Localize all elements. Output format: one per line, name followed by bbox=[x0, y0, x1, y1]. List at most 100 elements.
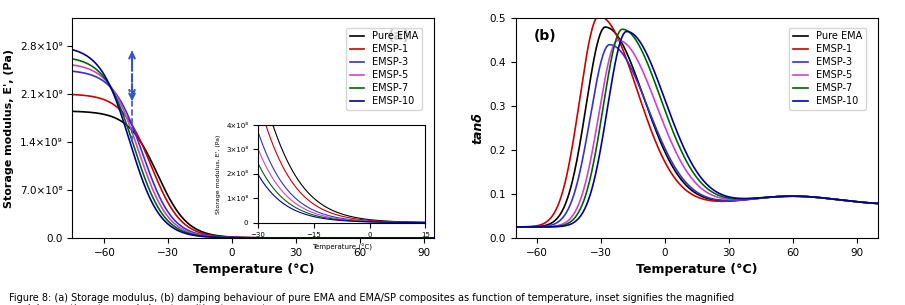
EMSP-10 bbox=[724, 195, 735, 199]
X-axis label: Temperature (°C): Temperature (°C) bbox=[193, 263, 314, 276]
EMSP-10 bbox=[753, 196, 764, 200]
EMSP-5 bbox=[575, 199, 586, 203]
Line: EMSP-5: EMSP-5 bbox=[516, 40, 878, 227]
EMSP-10 bbox=[784, 194, 795, 198]
Pure EMA bbox=[67, 109, 78, 113]
EMSP-5 bbox=[675, 159, 686, 162]
EMSP-1 bbox=[510, 225, 521, 229]
EMSP-3 bbox=[281, 236, 291, 240]
Pure EMA bbox=[753, 196, 764, 200]
EMSP-5 bbox=[613, 38, 624, 42]
EMSP-1 bbox=[872, 202, 883, 205]
EMSP-5 bbox=[131, 143, 142, 146]
EMSP-10 bbox=[131, 161, 142, 164]
EMSP-1 bbox=[231, 235, 242, 239]
EMSP-3 bbox=[231, 236, 242, 239]
EMSP-1 bbox=[67, 93, 78, 96]
EMSP-3 bbox=[753, 196, 764, 200]
Pure EMA bbox=[872, 202, 883, 205]
Line: EMSP-7: EMSP-7 bbox=[72, 59, 434, 238]
Pure EMA bbox=[575, 142, 586, 145]
EMSP-3 bbox=[872, 202, 883, 205]
Pure EMA bbox=[160, 189, 171, 193]
Pure EMA bbox=[281, 236, 291, 240]
EMSP-5 bbox=[160, 212, 171, 215]
EMSP-1 bbox=[605, 21, 615, 25]
Legend: Pure EMA, EMSP-1, EMSP-3, EMSP-5, EMSP-7, EMSP-10: Pure EMA, EMSP-1, EMSP-3, EMSP-5, EMSP-7… bbox=[789, 27, 866, 110]
Text: (b): (b) bbox=[534, 29, 557, 43]
EMSP-1 bbox=[724, 199, 735, 203]
EMSP-3 bbox=[510, 225, 521, 229]
EMSP-5 bbox=[510, 225, 521, 229]
EMSP-1 bbox=[753, 196, 764, 200]
Pure EMA bbox=[605, 26, 615, 30]
EMSP-10 bbox=[604, 97, 614, 101]
EMSP-5 bbox=[339, 236, 350, 240]
Legend: Pure EMA, EMSP-1, EMSP-3, EMSP-5, EMSP-7, EMSP-10: Pure EMA, EMSP-1, EMSP-3, EMSP-5, EMSP-7… bbox=[346, 27, 423, 110]
EMSP-7 bbox=[604, 70, 614, 74]
EMSP-5 bbox=[872, 202, 883, 205]
EMSP-3 bbox=[160, 206, 171, 210]
EMSP-7 bbox=[429, 236, 440, 240]
EMSP-10 bbox=[281, 236, 291, 240]
EMSP-10 bbox=[231, 236, 242, 239]
EMSP-10 bbox=[67, 48, 78, 52]
EMSP-7 bbox=[784, 194, 795, 198]
Line: Pure EMA: Pure EMA bbox=[72, 111, 434, 238]
Y-axis label: tanδ: tanδ bbox=[472, 112, 484, 144]
EMSP-7 bbox=[575, 208, 586, 212]
Line: EMSP-5: EMSP-5 bbox=[72, 65, 434, 238]
EMSP-5 bbox=[309, 236, 319, 240]
Line: EMSP-10: EMSP-10 bbox=[72, 50, 434, 238]
EMSP-3 bbox=[131, 135, 142, 138]
X-axis label: Temperature (°C): Temperature (°C) bbox=[636, 263, 757, 276]
Text: Figure 8: (a) Storage modulus, (b) damping behaviour of pure EMA and EMA/SP comp: Figure 8: (a) Storage modulus, (b) dampi… bbox=[9, 293, 734, 305]
Text: (a): (a) bbox=[387, 29, 410, 43]
EMSP-7 bbox=[675, 147, 686, 150]
EMSP-3 bbox=[724, 199, 735, 202]
EMSP-10 bbox=[675, 138, 686, 142]
EMSP-5 bbox=[231, 236, 242, 239]
EMSP-1 bbox=[131, 131, 142, 135]
EMSP-1 bbox=[784, 194, 795, 198]
EMSP-7 bbox=[510, 225, 521, 229]
EMSP-7 bbox=[281, 236, 291, 240]
Line: EMSP-3: EMSP-3 bbox=[516, 45, 878, 227]
Line: EMSP-10: EMSP-10 bbox=[516, 31, 878, 227]
Line: Pure EMA: Pure EMA bbox=[516, 27, 878, 227]
EMSP-1 bbox=[429, 236, 440, 240]
Line: EMSP-7: EMSP-7 bbox=[516, 29, 878, 227]
EMSP-7 bbox=[872, 202, 883, 205]
EMSP-3 bbox=[575, 170, 586, 174]
Pure EMA bbox=[600, 25, 611, 29]
EMSP-1 bbox=[281, 236, 291, 240]
Pure EMA bbox=[510, 225, 521, 229]
Y-axis label: Storage modulus, E', (Pa): Storage modulus, E', (Pa) bbox=[5, 48, 14, 208]
EMSP-3 bbox=[429, 236, 440, 240]
EMSP-5 bbox=[429, 236, 440, 240]
EMSP-3 bbox=[339, 236, 350, 240]
EMSP-3 bbox=[309, 236, 319, 240]
EMSP-10 bbox=[510, 225, 521, 229]
EMSP-7 bbox=[67, 57, 78, 61]
EMSP-3 bbox=[784, 194, 795, 198]
Pure EMA bbox=[231, 235, 242, 239]
EMSP-1 bbox=[160, 196, 171, 200]
EMSP-10 bbox=[575, 215, 586, 219]
EMSP-7 bbox=[753, 196, 764, 200]
EMSP-1 bbox=[575, 96, 586, 100]
EMSP-7 bbox=[309, 236, 319, 240]
EMSP-1 bbox=[675, 183, 686, 187]
EMSP-10 bbox=[309, 236, 319, 240]
Pure EMA bbox=[309, 236, 319, 240]
EMSP-3 bbox=[675, 174, 686, 177]
EMSP-10 bbox=[160, 220, 171, 224]
Pure EMA bbox=[675, 177, 686, 180]
EMSP-10 bbox=[621, 30, 632, 33]
EMSP-5 bbox=[753, 196, 764, 200]
EMSP-7 bbox=[231, 236, 242, 239]
EMSP-5 bbox=[67, 63, 78, 67]
Pure EMA bbox=[724, 199, 735, 203]
EMSP-7 bbox=[160, 216, 171, 220]
Pure EMA bbox=[429, 236, 440, 240]
